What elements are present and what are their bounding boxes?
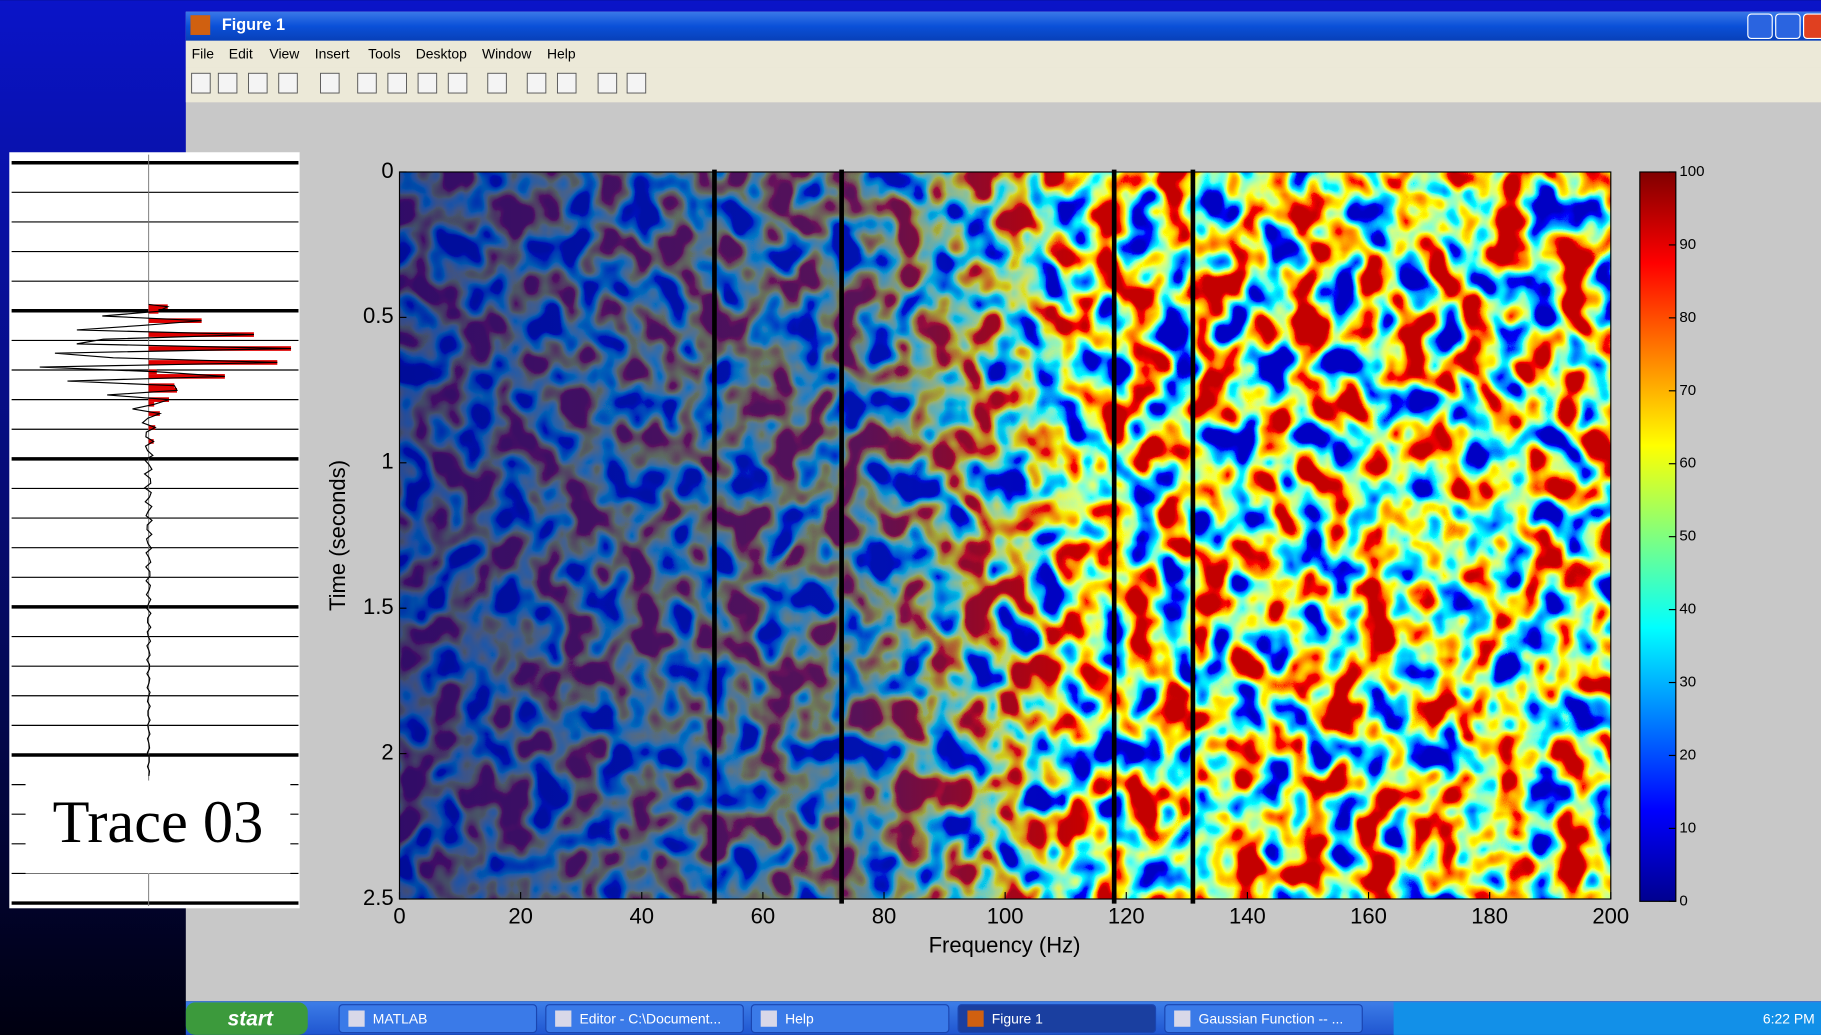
menu-item[interactable]: File [192, 45, 215, 61]
taskbar-button[interactable] [751, 1005, 948, 1033]
screen: Figure 1 File Edit View Insert Tools Desktop W… [0, 0, 1821, 1035]
taskbar-label[interactable]: Editor - C:\Document... [580, 1010, 722, 1026]
menu-item[interactable]: Edit [229, 45, 253, 61]
taskbar-icon [555, 1010, 571, 1026]
colorbar-tick-label: 70 [1679, 382, 1696, 399]
tool-button[interactable] [418, 73, 437, 93]
tool-button[interactable] [627, 73, 646, 93]
taskbar-label[interactable]: Help [785, 1010, 814, 1026]
menu-item[interactable]: Tools [368, 45, 401, 61]
taskbar-label[interactable]: Gaussian Function -- ... [1199, 1010, 1344, 1026]
colorbar-tick-label: 40 [1679, 601, 1696, 618]
x-tick-label: 60 [751, 903, 776, 928]
heatmap [400, 172, 1611, 899]
tool-button[interactable] [448, 73, 467, 93]
colorbar-tick-label: 90 [1679, 236, 1696, 253]
y-tick-label: 0 [381, 158, 393, 183]
colorbar-tick-label: 60 [1679, 455, 1696, 472]
taskbar-label[interactable]: MATLAB [373, 1010, 428, 1026]
start-label[interactable]: start [228, 1007, 274, 1030]
colorbar-tick-label: 50 [1679, 528, 1696, 545]
tool-button[interactable] [249, 73, 268, 93]
y-tick-label: 1.5 [363, 594, 394, 619]
y-tick-label: 0.5 [363, 303, 394, 328]
taskbar-button[interactable] [339, 1005, 536, 1033]
title-bar [186, 12, 1821, 41]
y-tick-label: 1 [381, 449, 393, 474]
y-tick-label: 2.5 [363, 885, 394, 910]
menu-item[interactable]: Help [547, 45, 576, 61]
x-tick-label: 160 [1350, 903, 1387, 928]
x-tick-label: 40 [629, 903, 654, 928]
x-axis-label: Frequency (Hz) [929, 932, 1081, 957]
colorbar-tick-label: 30 [1679, 674, 1696, 691]
taskbar-icon [1174, 1010, 1190, 1026]
menu-item[interactable]: Desktop [416, 45, 467, 61]
x-tick-label: 200 [1592, 903, 1629, 928]
tool-button[interactable] [488, 73, 507, 93]
minimize-button[interactable] [1748, 14, 1772, 38]
x-tick-label: 20 [508, 903, 533, 928]
x-tick-label: 140 [1229, 903, 1266, 928]
colorbar-tick-label: 20 [1679, 746, 1696, 763]
heatmap-shade [400, 172, 1611, 899]
x-tick-label: 0 [393, 903, 405, 928]
colorbar-tick-label: 100 [1679, 163, 1704, 180]
app-icon [190, 15, 210, 35]
y-tick-label: 2 [381, 739, 393, 764]
x-tick-label: 120 [1108, 903, 1145, 928]
close-button[interactable] [1804, 14, 1821, 38]
menu-item[interactable]: Insert [315, 45, 350, 61]
inset-label: Trace 03 [53, 789, 264, 856]
tool-button[interactable] [557, 73, 576, 93]
tool-button[interactable] [279, 73, 298, 93]
tool-button[interactable] [192, 73, 211, 93]
clock: 6:22 PM [1763, 1010, 1815, 1026]
x-tick-label: 100 [987, 903, 1024, 928]
colorbar-tick-label: 10 [1679, 819, 1696, 836]
tool-button[interactable] [598, 73, 617, 93]
taskbar-items: MATLAB Editor - C:\Document... Help Figure … [339, 1005, 1362, 1033]
tool-button[interactable] [218, 73, 237, 93]
taskbar-label[interactable]: Figure 1 [992, 1010, 1043, 1026]
tool-button[interactable] [358, 73, 377, 93]
taskbar-icon [761, 1010, 777, 1026]
y-axis-label: Time (seconds) [325, 460, 350, 611]
maximize-button[interactable] [1776, 14, 1800, 38]
x-tick-label: 180 [1471, 903, 1508, 928]
menu-item[interactable]: Window [482, 45, 532, 61]
taskbar-button[interactable] [958, 1005, 1155, 1033]
page: {"window":{"title":"Figure 1","menu":["F… [0, 0, 1821, 1035]
window-title: Figure 1 [222, 16, 285, 34]
x-tick-label: 80 [872, 903, 897, 928]
tool-button[interactable] [527, 73, 546, 93]
tool-button[interactable] [388, 73, 407, 93]
taskbar-icon [967, 1010, 983, 1026]
menu-items: File Edit View Insert Tools Desktop Window Help [192, 45, 576, 61]
taskbar-icon [348, 1010, 364, 1026]
tool-button[interactable] [321, 73, 340, 93]
menu-item[interactable]: View [269, 45, 300, 61]
system-tray [1394, 1002, 1821, 1035]
colorbar-tick-label: 0 [1679, 892, 1687, 909]
colorbar-tick-label: 80 [1679, 309, 1696, 326]
